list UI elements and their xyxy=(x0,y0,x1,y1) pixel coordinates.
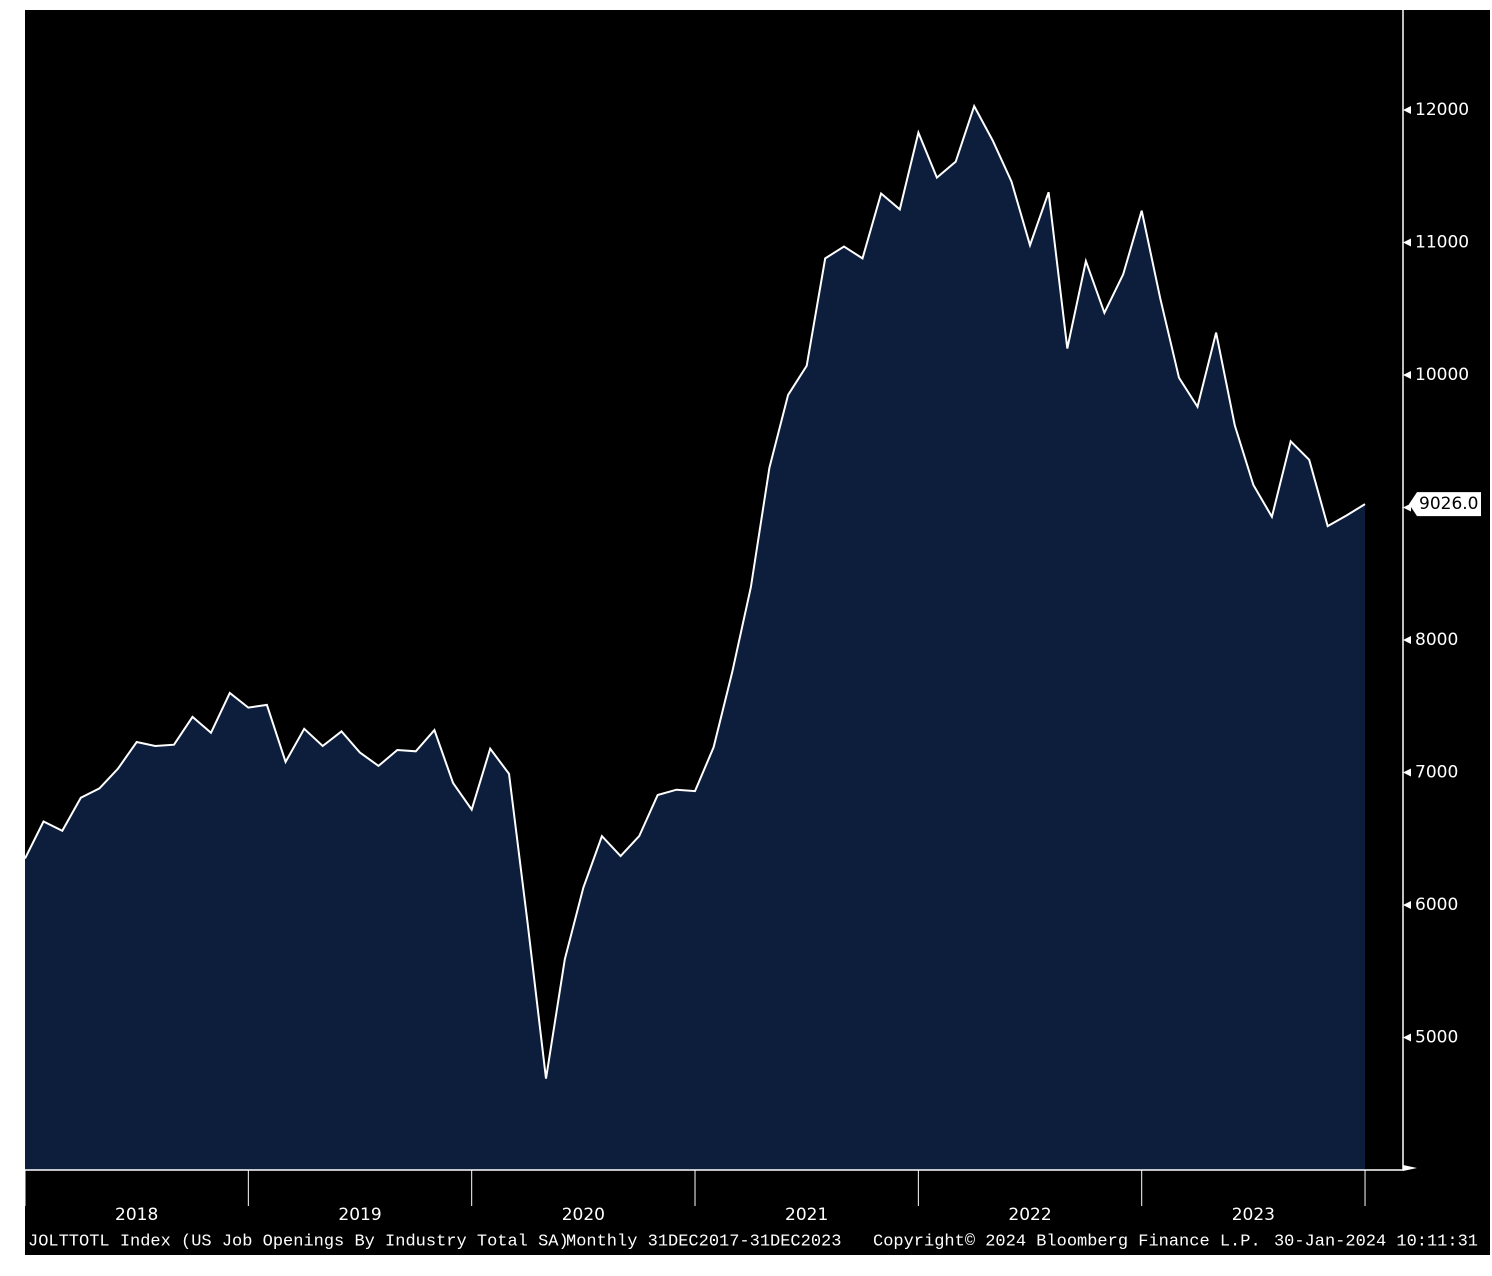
last-value-label: 9026.0 xyxy=(1419,494,1478,514)
y-tick-label: 8000 xyxy=(1415,630,1458,650)
y-tick xyxy=(1403,238,1411,247)
y-tick xyxy=(1403,371,1411,380)
x-tick-label: 2023 xyxy=(1232,1205,1275,1225)
y-tick xyxy=(1403,901,1411,910)
y-tick-label: 12000 xyxy=(1415,100,1469,120)
y-tick xyxy=(1403,1033,1411,1042)
footer-title: JOLTTOTL Index (US Job Openings By Indus… xyxy=(28,1232,569,1251)
y-tick-label: 5000 xyxy=(1415,1028,1458,1048)
y-tick xyxy=(1403,503,1411,512)
area xyxy=(25,106,1366,1171)
footer-copyright: Copyright© 2024 Bloomberg Finance L.P. xyxy=(873,1232,1261,1251)
x-tick-label: 2021 xyxy=(785,1205,828,1225)
footer-timestamp: 30-Jan-2024 10:11:31 xyxy=(1274,1232,1478,1251)
y-tick xyxy=(1403,106,1411,115)
last-value-tag xyxy=(1409,492,1481,517)
line xyxy=(24,103,1366,1079)
y-tick-label: 6000 xyxy=(1415,895,1458,915)
y-tick-label: 7000 xyxy=(1415,763,1458,783)
x-tick-label: 2018 xyxy=(115,1205,158,1225)
x-tick-label: 2020 xyxy=(562,1205,605,1225)
footer-frequency: Monthly 31DEC2017-31DEC2023 xyxy=(566,1232,841,1251)
y-tick xyxy=(1403,636,1411,645)
y-tick xyxy=(1403,768,1411,777)
y-tick-label: 11000 xyxy=(1415,233,1469,253)
x-tick-label: 2019 xyxy=(338,1205,381,1225)
y-tick-label: 10000 xyxy=(1415,365,1469,385)
y-axis-arrow xyxy=(1403,1165,1417,1171)
x-tick-label: 2022 xyxy=(1008,1205,1051,1225)
